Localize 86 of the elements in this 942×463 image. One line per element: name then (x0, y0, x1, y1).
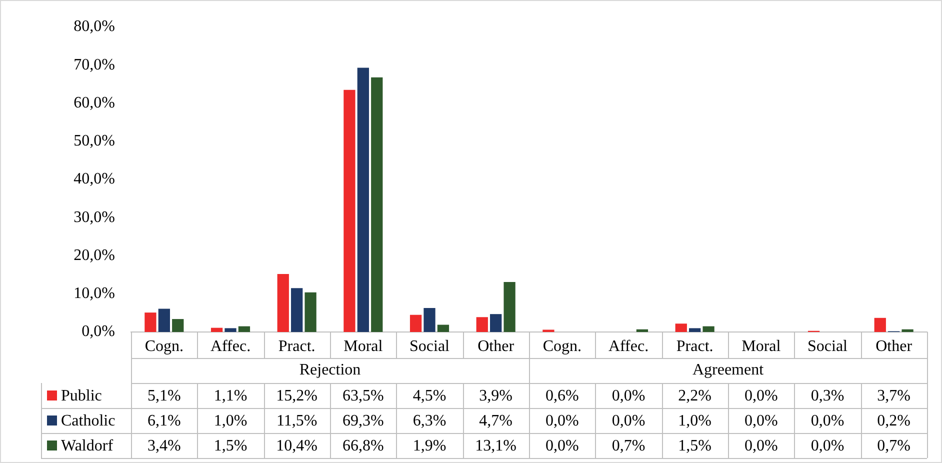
data-label: 4,7% (479, 412, 512, 430)
data-label: 0,7% (612, 438, 646, 455)
bar (490, 314, 502, 332)
bar (304, 292, 316, 332)
x-tick-label: Social (410, 338, 450, 355)
data-label: 66,8% (342, 438, 384, 455)
x-tick-label: Social (808, 338, 848, 355)
data-label: 10,4% (276, 438, 318, 455)
bar (702, 326, 714, 332)
x-tick-label: Other (478, 338, 515, 355)
data-label: 4,5% (412, 388, 446, 405)
x-tick-label: Cogn. (144, 338, 184, 355)
x-tick-label: Moral (742, 338, 782, 355)
bar (210, 328, 223, 332)
data-label: 1,1% (214, 388, 248, 405)
y-tick-label: 50,0% (74, 132, 115, 150)
data-label: 3,9% (479, 388, 512, 405)
bar (172, 319, 184, 332)
x-tick-label: Moral (344, 338, 384, 355)
bar (158, 308, 170, 332)
bar (902, 329, 914, 332)
bar (144, 312, 156, 332)
legend-label: Waldorf (61, 438, 114, 455)
data-label: 0,6% (546, 388, 579, 405)
data-label: 0,0% (744, 438, 778, 455)
bar (371, 77, 383, 332)
data-label: 0,0% (744, 412, 778, 430)
data-label: 6,3% (412, 412, 446, 430)
legend-label: Catholic (61, 412, 116, 430)
bar (357, 68, 369, 332)
x-tick-label: Affec. (608, 338, 649, 355)
data-label: 3,7% (877, 388, 910, 405)
y-tick-label: 0,0% (82, 323, 115, 340)
data-label: 0,0% (546, 412, 579, 430)
x-tick-label: Pract. (676, 338, 714, 355)
bar (636, 329, 648, 332)
data-label: 5,1% (148, 388, 181, 405)
bar (344, 90, 356, 332)
data-label: 0,3% (810, 388, 844, 405)
data-label: 0,2% (877, 412, 910, 430)
bar (689, 328, 701, 332)
text: Agreement (692, 362, 764, 379)
data-label: 0,0% (612, 412, 646, 430)
x-tick-label: Pract. (278, 338, 316, 355)
data-label: 13,1% (475, 438, 516, 455)
data-label: 1,0% (678, 412, 712, 430)
bar (410, 314, 422, 332)
bar (238, 326, 250, 332)
data-label: 63,5% (342, 388, 384, 405)
bar (874, 318, 886, 332)
data-label: 1,9% (412, 438, 446, 455)
data-label: 0,0% (744, 388, 778, 405)
bar (437, 324, 450, 332)
y-tick-label: 70,0% (74, 56, 115, 74)
data-label: 3,4% (148, 438, 181, 455)
bar (277, 274, 289, 332)
data-label: 15,2% (276, 388, 318, 405)
text: Rejection (299, 362, 361, 379)
data-label: 0,0% (546, 438, 579, 455)
data-label: 0,0% (612, 388, 646, 405)
data-label: 11,5% (276, 412, 318, 430)
bar (224, 328, 236, 332)
data-label: 6,1% (148, 412, 181, 430)
legend-label: Public (61, 388, 102, 405)
bar (504, 282, 516, 332)
data-label: 0,0% (810, 438, 844, 455)
data-label: 1,5% (214, 438, 248, 455)
x-tick-label: Other (876, 338, 913, 355)
y-tick-label: 40,0% (74, 170, 115, 188)
data-label: 0,0% (810, 412, 844, 430)
bar (424, 308, 436, 332)
data-label: 2,2% (678, 388, 712, 405)
bar (476, 317, 488, 332)
y-tick-label: 60,0% (74, 94, 115, 112)
x-tick-label: Cogn. (542, 338, 582, 355)
data-label: 69,3% (342, 412, 384, 430)
bar (675, 324, 687, 332)
y-tick-label: 20,0% (74, 246, 115, 264)
x-tick-label: Affec. (210, 338, 251, 355)
data-label: 0,7% (877, 438, 910, 455)
y-tick-label: 80,0% (74, 18, 115, 36)
data-label: 1,0% (214, 412, 248, 430)
data-label: 1,5% (678, 438, 712, 455)
y-tick-label: 10,0% (74, 285, 115, 302)
bar (291, 288, 303, 332)
y-tick-label: 30,0% (74, 208, 115, 226)
